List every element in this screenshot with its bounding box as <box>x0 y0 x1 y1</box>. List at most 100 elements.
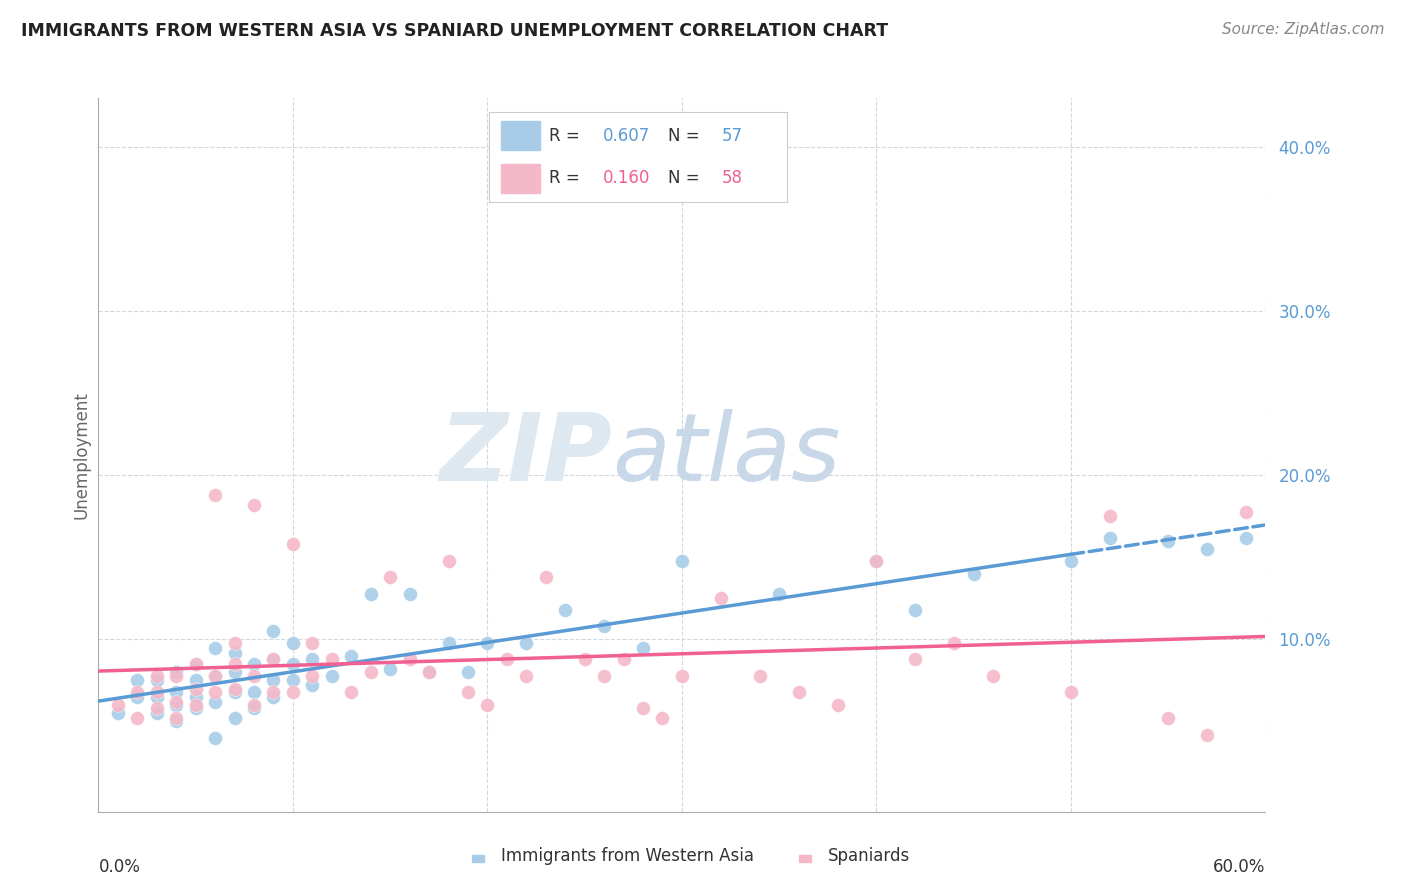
Text: 60.0%: 60.0% <box>1213 858 1265 876</box>
Point <box>165 698 187 712</box>
Point <box>165 695 187 709</box>
Point <box>768 586 790 600</box>
Point <box>301 668 323 682</box>
Point <box>224 711 246 725</box>
Point <box>262 685 284 699</box>
Point <box>1234 504 1257 518</box>
Point <box>301 678 323 692</box>
Y-axis label: Unemployment: Unemployment <box>72 391 90 519</box>
Point <box>204 640 226 655</box>
Point <box>204 685 226 699</box>
Point <box>1157 534 1180 549</box>
Point <box>631 701 654 715</box>
Point <box>243 657 266 671</box>
Point <box>184 657 207 671</box>
Point <box>457 685 479 699</box>
Point <box>146 685 169 699</box>
Text: atlas: atlas <box>612 409 841 500</box>
Point <box>477 698 499 712</box>
Point <box>184 701 207 715</box>
Point <box>1098 531 1121 545</box>
Point <box>165 665 187 680</box>
Point <box>281 537 304 551</box>
Point <box>184 681 207 696</box>
Point <box>1060 685 1083 699</box>
Point <box>204 488 226 502</box>
Point <box>360 665 382 680</box>
Text: Spaniards: Spaniards <box>828 847 910 865</box>
Point <box>146 701 169 715</box>
Text: Source: ZipAtlas.com: Source: ZipAtlas.com <box>1222 22 1385 37</box>
Point <box>981 668 1004 682</box>
Point <box>865 554 887 568</box>
Point <box>127 690 149 704</box>
Point <box>301 652 323 666</box>
Point <box>613 652 636 666</box>
Point <box>165 685 187 699</box>
Point <box>204 668 226 682</box>
Bar <box>472 855 485 862</box>
Point <box>243 668 266 682</box>
Point <box>262 673 284 688</box>
Point <box>224 681 246 696</box>
Point <box>127 673 149 688</box>
Point <box>943 636 966 650</box>
Bar <box>799 855 811 862</box>
Point <box>204 695 226 709</box>
Point <box>865 554 887 568</box>
Point <box>534 570 557 584</box>
Point <box>321 668 343 682</box>
Point <box>165 714 187 729</box>
Point <box>651 711 673 725</box>
Point <box>204 731 226 745</box>
Point <box>262 652 284 666</box>
Point <box>301 636 323 650</box>
Point <box>787 685 810 699</box>
Point <box>748 668 770 682</box>
Point <box>127 685 149 699</box>
Point <box>398 586 420 600</box>
Point <box>398 652 420 666</box>
Point <box>262 624 284 639</box>
Point <box>418 665 440 680</box>
Point <box>710 591 733 606</box>
Point <box>262 690 284 704</box>
Point <box>184 673 207 688</box>
Point <box>224 685 246 699</box>
Point <box>554 603 576 617</box>
Point <box>146 706 169 721</box>
Point <box>321 652 343 666</box>
Point <box>1157 711 1180 725</box>
Point <box>495 652 517 666</box>
Point <box>437 636 460 650</box>
Point <box>224 665 246 680</box>
Point <box>631 640 654 655</box>
Point <box>1234 531 1257 545</box>
Point <box>457 665 479 680</box>
Point <box>1098 509 1121 524</box>
Point <box>340 685 363 699</box>
Point <box>107 698 129 712</box>
Point <box>515 668 537 682</box>
Point <box>243 701 266 715</box>
Point <box>146 690 169 704</box>
Point <box>1195 542 1218 557</box>
Point <box>671 554 693 568</box>
Point <box>378 662 402 676</box>
Point <box>184 698 207 712</box>
Point <box>437 554 460 568</box>
Text: ZIP: ZIP <box>439 409 612 501</box>
Point <box>574 652 596 666</box>
Point <box>127 711 149 725</box>
Point <box>904 603 927 617</box>
Point <box>671 668 693 682</box>
Point <box>1060 554 1083 568</box>
Point <box>418 665 440 680</box>
Point <box>593 668 616 682</box>
Point <box>340 648 363 663</box>
Point <box>146 668 169 682</box>
Point <box>360 586 382 600</box>
Point <box>515 636 537 650</box>
Point <box>281 657 304 671</box>
Point <box>184 657 207 671</box>
